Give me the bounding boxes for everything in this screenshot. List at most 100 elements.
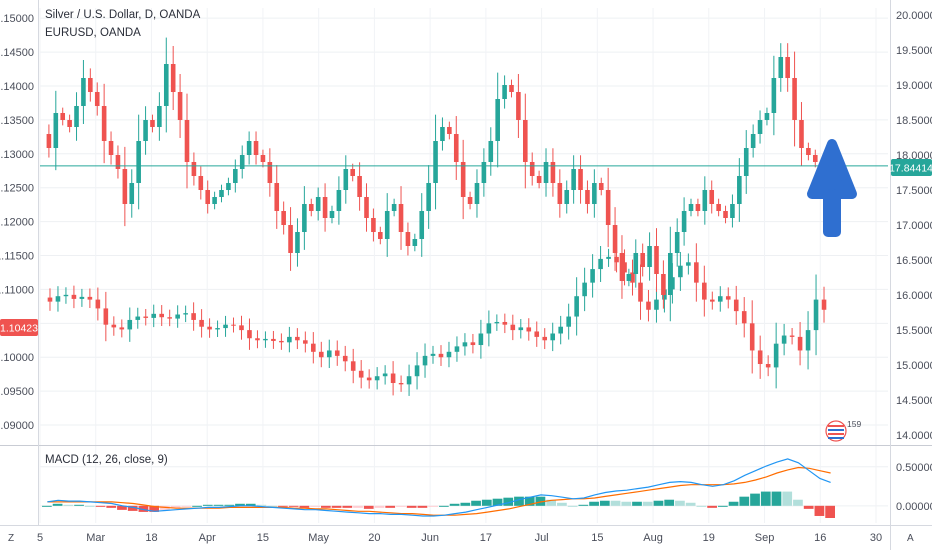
- silver-candle: [143, 120, 148, 141]
- eurusd-candle: [813, 299, 819, 331]
- silver-candle: [136, 141, 141, 183]
- left-tick-label: 1.13500: [0, 115, 34, 127]
- macd-histogram-bar: [363, 505, 374, 509]
- silver-candle: [364, 197, 369, 218]
- x-tick-label: Mar: [86, 532, 105, 544]
- x-tick-label: 17: [480, 532, 492, 544]
- macd-histogram-bar: [610, 500, 621, 506]
- macd-legend[interactable]: MACD (12, 26, close, 9): [45, 454, 168, 466]
- macd-histogram-bar: [567, 505, 578, 507]
- silver-candle: [647, 246, 652, 267]
- silver-candle: [771, 78, 777, 113]
- silver-candle: [757, 120, 763, 134]
- eurusd-candle: [422, 355, 428, 366]
- silver-candle: [585, 190, 590, 204]
- silver-candle: [60, 113, 66, 120]
- log-scale-button[interactable]: Z: [8, 533, 14, 544]
- silver-candle: [246, 141, 252, 155]
- eurusd-candle: [311, 343, 316, 352]
- compare-legend[interactable]: EURUSD, OANDA: [45, 27, 141, 39]
- macd-histogram-bar: [471, 500, 481, 506]
- svg-text:Z: Z: [8, 533, 14, 544]
- macd-histogram-bar: [546, 499, 557, 506]
- silver-candle: [115, 155, 121, 169]
- macd-axis: 0.50000 0.00000: [896, 462, 932, 513]
- eurusd-candle: [781, 335, 787, 344]
- macd-histogram-bar: [267, 505, 278, 507]
- macd-histogram-bar: [503, 497, 514, 506]
- eurusd-candle: [279, 340, 284, 343]
- macd-histogram-bar: [599, 500, 610, 506]
- macd-histogram-bar: [514, 496, 524, 506]
- eurusd-candle: [686, 262, 691, 266]
- macd-histogram-bar: [170, 505, 181, 508]
- macd-histogram-bar: [278, 505, 288, 507]
- eurusd-candle: [119, 327, 125, 330]
- macd-histogram-bar: [524, 496, 535, 506]
- silver-candle: [523, 120, 528, 162]
- silver-candle: [74, 106, 79, 127]
- macd-panel: [42, 458, 835, 518]
- silver-candle: [219, 190, 224, 197]
- silver-candle: [605, 190, 611, 225]
- x-tick-label: May: [308, 532, 329, 544]
- eurusd-candle: [797, 336, 803, 351]
- eurusd-candle: [518, 327, 524, 331]
- x-tick-label: Jun: [421, 532, 439, 544]
- x-tick-label: 15: [257, 532, 269, 544]
- macd-histogram-bar: [310, 505, 320, 507]
- eurusd-candle: [614, 256, 619, 263]
- macd-histogram-bar: [42, 505, 52, 507]
- events-icon[interactable]: 159: [825, 419, 861, 442]
- silver-candle: [467, 197, 473, 204]
- right-tick-label: 16.50000: [896, 255, 932, 267]
- x-tick-label: 20: [368, 532, 380, 544]
- eurusd-candle: [805, 330, 811, 351]
- eurusd-candle: [191, 313, 196, 320]
- silver-candle: [619, 253, 625, 281]
- silver-candle: [391, 204, 397, 211]
- eurusd-candle: [741, 311, 747, 324]
- silver-candle: [378, 232, 383, 239]
- macd-histogram-bar: [202, 504, 213, 506]
- eurusd-candle: [271, 338, 276, 341]
- silver-candle: [536, 176, 542, 183]
- silver-candle: [205, 190, 211, 204]
- eurusd-candle: [183, 313, 188, 315]
- eurusd-candle: [414, 365, 420, 377]
- eurusd-candle: [438, 353, 444, 358]
- auto-scale-button[interactable]: A: [907, 533, 914, 544]
- right-tick-label: 18.50000: [896, 115, 932, 127]
- macd-histogram-bar: [342, 505, 353, 508]
- silver-candle: [626, 274, 632, 281]
- silver-candle: [750, 134, 756, 148]
- macd-histogram-bar: [814, 505, 825, 516]
- macd-histogram-bar: [750, 493, 760, 506]
- eurusd-candle: [287, 336, 292, 343]
- macd-histogram-bar: [406, 505, 417, 508]
- eurusd-candle: [127, 319, 133, 330]
- main-legend[interactable]: Silver / U.S. Dollar, D, OANDA: [45, 9, 201, 21]
- silver-candle: [108, 141, 114, 155]
- left-tick-label: 1.14500: [0, 47, 34, 59]
- silver-candle: [239, 155, 245, 169]
- right-price-label: 17.84414: [889, 163, 932, 175]
- eurusd-candle: [733, 299, 739, 312]
- eurusd-candle: [159, 313, 164, 318]
- up-arrow-icon: [807, 139, 857, 237]
- silver-candle: [212, 197, 217, 204]
- events-count: 159: [847, 419, 861, 429]
- macd-histogram-bar: [106, 505, 117, 508]
- macd-histogram-bar: [653, 500, 664, 506]
- eurusd-candle: [398, 383, 404, 385]
- silver-candle: [350, 169, 355, 176]
- x-tick-label: Sep: [755, 532, 775, 544]
- silver-candle: [502, 85, 507, 99]
- eurusd-candle: [135, 316, 141, 320]
- silver-candle: [260, 155, 266, 162]
- macd-histogram-bar: [127, 505, 138, 511]
- macd-histogram-bar: [149, 505, 160, 512]
- eurusd-candle: [749, 323, 755, 351]
- macd-histogram-bar: [685, 502, 696, 506]
